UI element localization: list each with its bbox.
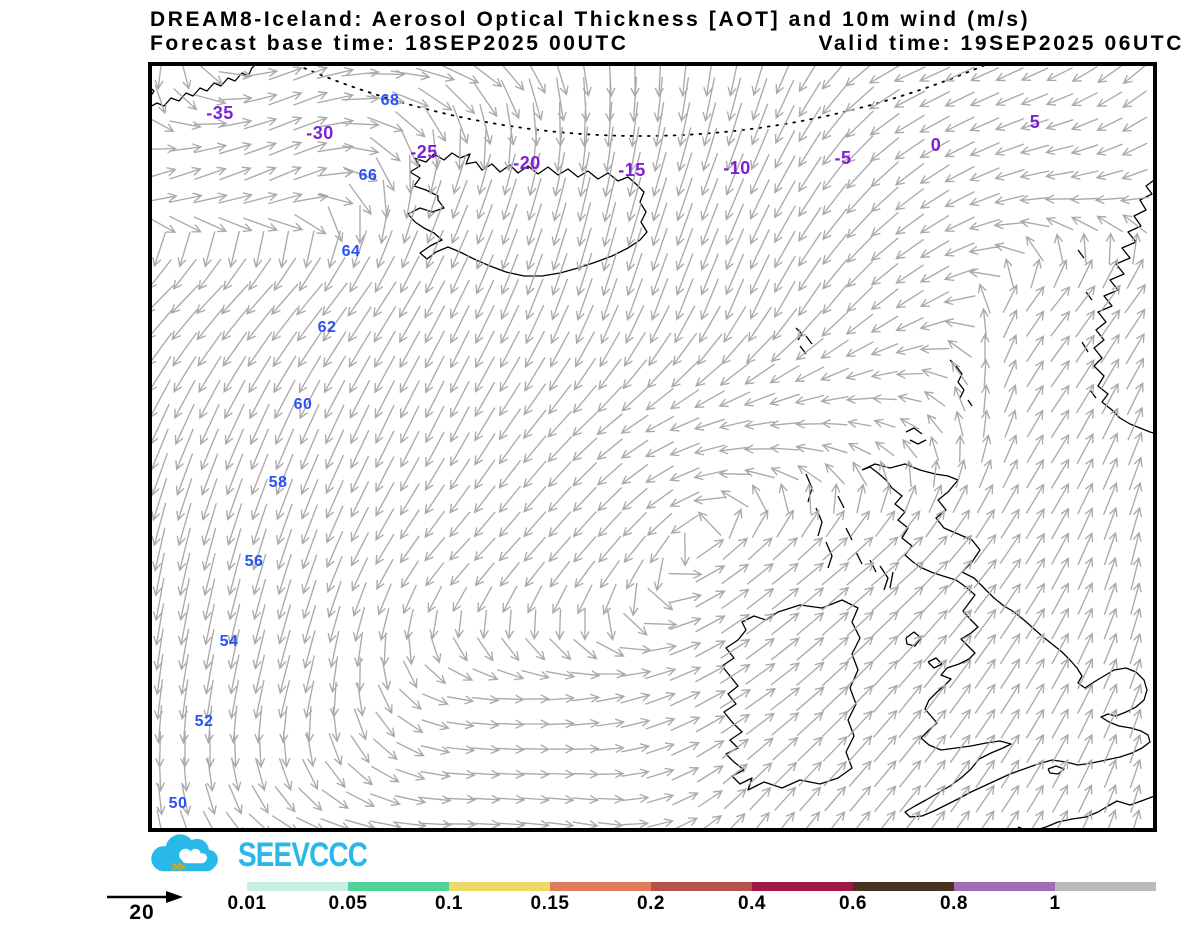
legend-segment xyxy=(651,882,752,891)
logo-chevron-icon xyxy=(172,862,187,872)
legend-value-label: 0.6 xyxy=(839,893,867,914)
legend-segment xyxy=(247,882,348,891)
legend-value-label: 0.4 xyxy=(738,893,766,914)
longitude-label: -25 xyxy=(410,142,438,162)
latitude-label: 64 xyxy=(342,243,361,260)
latitude-label: 66 xyxy=(359,167,378,184)
wind-reference-label: 20 xyxy=(129,901,155,924)
legend-segment xyxy=(348,882,449,891)
legend-value-label: 0.1 xyxy=(435,893,463,914)
legend-segment xyxy=(954,882,1055,891)
latitude-label: 58 xyxy=(269,474,288,491)
longitude-label: -10 xyxy=(723,158,751,178)
legend-value-label: 0.05 xyxy=(328,893,368,914)
map-frame xyxy=(148,62,1157,832)
longitude-label: 0 xyxy=(931,135,942,155)
latitude-label: 54 xyxy=(220,633,239,650)
longitude-label: -20 xyxy=(513,153,541,173)
map-title: DREAM8-Iceland: Aerosol Optical Thicknes… xyxy=(150,8,1031,31)
latitude-label: 60 xyxy=(294,396,313,413)
latitude-label: 50 xyxy=(169,795,188,812)
map-subtitle: Forecast base time: 18SEP2025 00UTC Vali… xyxy=(150,32,1184,56)
logo-cloud-icon xyxy=(151,834,218,872)
logo-text: SEEVCCC xyxy=(238,836,368,874)
legend-value-label: 0.2 xyxy=(637,893,665,914)
longitude-label: -5 xyxy=(834,148,851,168)
longitude-label: -15 xyxy=(618,160,646,180)
graticule xyxy=(292,64,990,137)
longitude-label: -30 xyxy=(306,123,334,143)
legend-segment xyxy=(550,882,651,891)
legend-segment xyxy=(449,882,550,891)
legend-value-label: 0.8 xyxy=(940,893,968,914)
latitude-label: 68 xyxy=(381,92,400,109)
legend-value-label: 0.01 xyxy=(227,893,267,914)
map-canvas: -35 -30 -25 -20 -15 -10 -5 0 5 68 66 64 62 60 58 56 54 52… xyxy=(150,64,1155,830)
forecast-base-time: Forecast base time: 18SEP2025 00UTC xyxy=(150,32,629,55)
longitude-label: 5 xyxy=(1030,112,1041,132)
legend-value-label: 0.15 xyxy=(530,893,570,914)
wind-arrows xyxy=(150,64,1149,830)
legend-segment xyxy=(752,882,853,891)
longitude-label: -35 xyxy=(206,103,234,123)
seevccc-logo xyxy=(145,833,235,879)
latitude-label: 62 xyxy=(318,319,337,336)
legend-segment xyxy=(853,882,954,891)
latitude-label: 52 xyxy=(195,713,214,730)
wind-reference-arrow-icon xyxy=(107,891,183,903)
valid-time: Valid time: 19SEP2025 06UTC xyxy=(818,32,1184,55)
legend-segment xyxy=(1055,882,1156,891)
latitude-label: 56 xyxy=(245,553,264,570)
legend-value-label: 1 xyxy=(1049,893,1061,914)
